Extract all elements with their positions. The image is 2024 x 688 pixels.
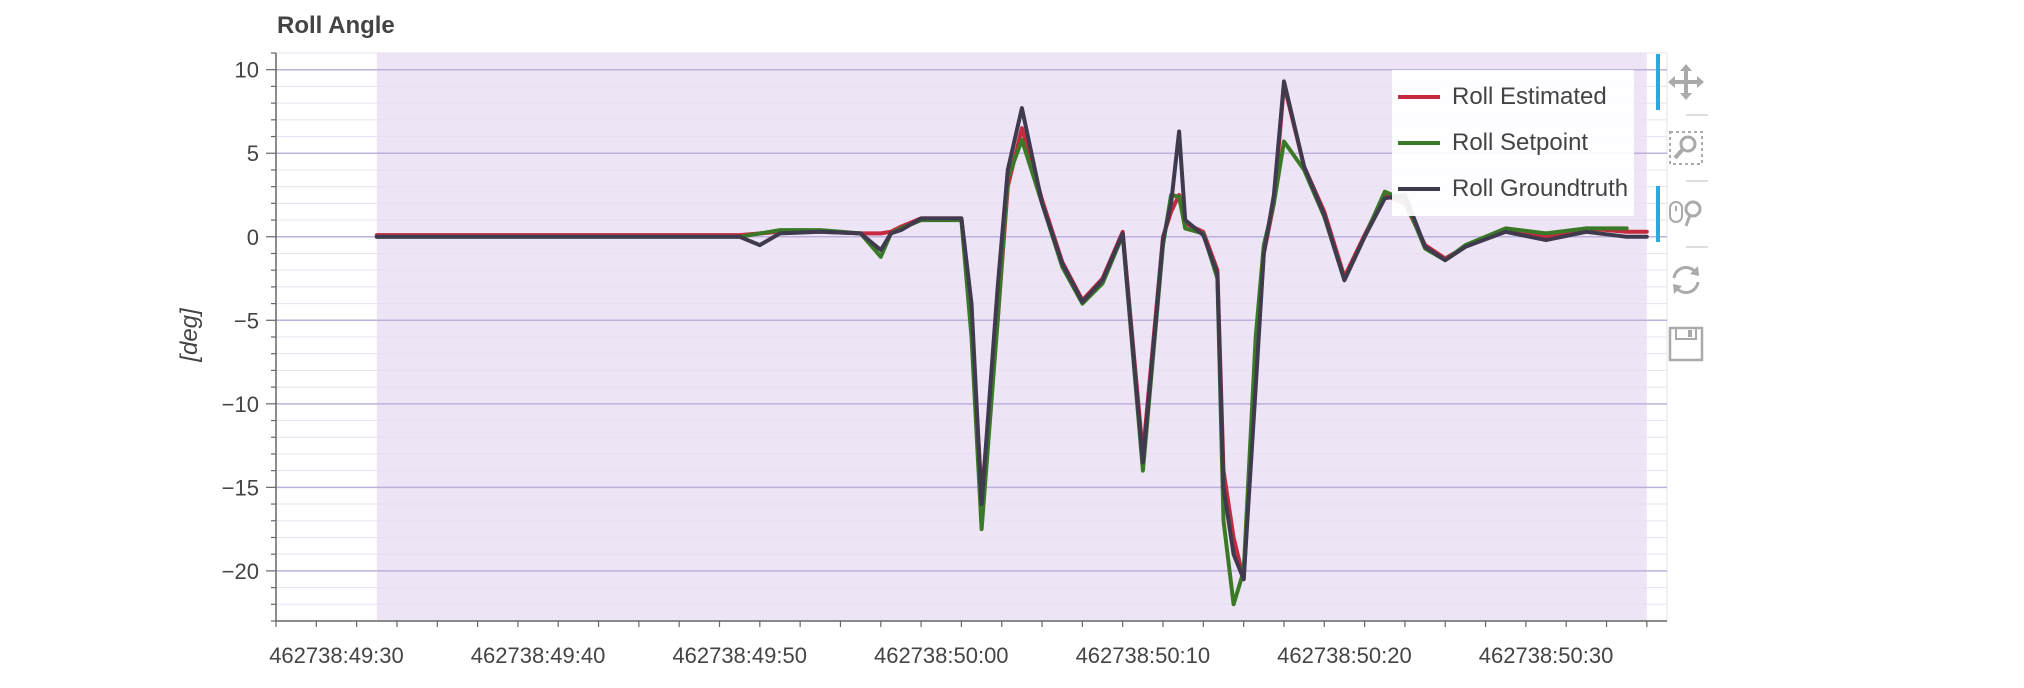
y-tick-label: −10 — [222, 392, 259, 417]
legend-label: Roll Setpoint — [1452, 129, 1589, 156]
legend-label: Roll Groundtruth — [1452, 175, 1629, 202]
toolbar-separator — [1686, 114, 1708, 116]
y-tick-label: −15 — [222, 475, 259, 500]
x-tick-label: 462738:49:40 — [471, 643, 606, 668]
y-tick-label: −5 — [234, 308, 259, 333]
legend-item-roll-estimated[interactable]: Roll Estimated — [1398, 74, 1628, 120]
legend-label: Roll Estimated — [1452, 83, 1607, 110]
x-tick-label: 462738:50:00 — [874, 643, 1009, 668]
axes: 10 5 0 −5 −10 −15 −20 462738:49:30 462738:49:40 4… — [222, 52, 1667, 668]
box-zoom-icon — [1669, 131, 1703, 165]
x-tick-label: 462738:49:30 — [269, 643, 404, 668]
toolbar-separator — [1686, 180, 1708, 182]
y-tick-label: −20 — [222, 559, 259, 584]
pan-icon — [1668, 64, 1704, 100]
x-tick-label: 462738:50:10 — [1076, 643, 1211, 668]
reset-icon — [1672, 266, 1700, 294]
reset-tool-button[interactable] — [1656, 252, 1716, 308]
legend-swatch — [1398, 141, 1440, 145]
box-zoom-tool-button[interactable] — [1656, 120, 1716, 176]
x-tick-label: 462738:49:50 — [672, 643, 807, 668]
wheel-zoom-tool-button[interactable] — [1656, 186, 1716, 242]
chart-toolbar — [1656, 54, 1716, 380]
x-tick-label: 462738:50:20 — [1277, 643, 1412, 668]
y-tick-label: 0 — [247, 225, 259, 250]
legend-item-roll-setpoint[interactable]: Roll Setpoint — [1398, 120, 1628, 166]
legend-item-roll-groundtruth[interactable]: Roll Groundtruth — [1398, 166, 1628, 212]
y-tick-label: 10 — [235, 58, 259, 83]
chart-title: Roll Angle — [277, 12, 395, 39]
x-tick-label: 462738:50:30 — [1479, 643, 1614, 668]
save-tool-button[interactable] — [1656, 316, 1716, 372]
pan-tool-button[interactable] — [1656, 54, 1716, 110]
y-tick-label: 5 — [247, 141, 259, 166]
toolbar-separator — [1686, 246, 1708, 248]
y-axis-label: [deg] — [176, 308, 203, 362]
legend: Roll Estimated Roll Setpoint Roll Ground… — [1392, 70, 1635, 216]
legend-swatch — [1398, 95, 1440, 99]
wheel-zoom-icon — [1669, 200, 1702, 227]
legend-swatch — [1398, 187, 1440, 191]
save-icon — [1668, 326, 1704, 362]
